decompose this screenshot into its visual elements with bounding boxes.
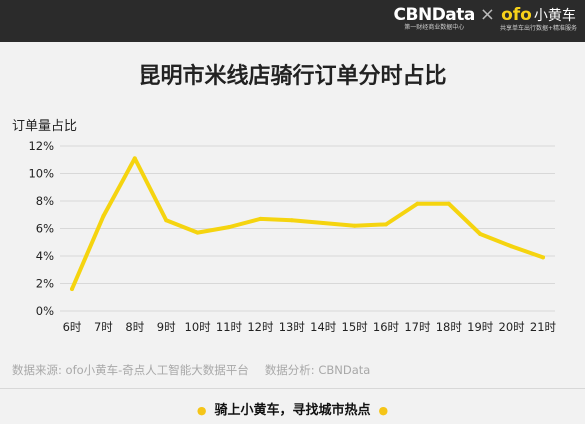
data-point [509,244,514,249]
x-tick-label: 11时 [216,320,243,334]
x-tick-label: 18时 [436,320,463,334]
ofo-logo-text: ofo 小黄车 [501,5,576,25]
data-point [227,225,231,230]
x-tick-label: 13时 [279,320,306,334]
x-tick-label: 16时 [373,320,400,334]
x-tick-label: 20时 [499,320,526,334]
x-tick-label: 12时 [247,320,274,334]
slogan-text: 骑上小黄车，寻找城市热点 [214,403,371,418]
y-tick-label: 0% [36,304,54,318]
x-tick-label: 8时 [125,320,144,334]
x-tick-label: 10时 [185,320,212,334]
y-tick-label: 8% [36,194,54,208]
data-point [132,156,137,161]
data-point [352,223,357,228]
y-tick-label: 4% [36,249,54,263]
data-point [321,221,326,225]
data-point [70,287,74,291]
bullet-dot-icon: ● [378,404,389,417]
header-bar: CBNData 第一财经商业数据中心 × ofo 小黄车 共享单车出行数据+精准服… [0,0,585,42]
x-tick-label: 17时 [404,320,431,334]
y-tick-label: 10% [28,167,54,181]
data-point [415,201,420,206]
data-point [541,255,545,260]
data-point [258,216,263,221]
footer-divider [0,388,585,389]
chart-title: 昆明市米线店骑行订单分时占比 [138,64,447,89]
series-line [70,156,545,291]
data-point [195,230,200,235]
data-analysis: 数据分析: CBNData [264,363,371,377]
brand-logos: CBNData 第一财经商业数据中心 × ofo 小黄车 共享单车出行数据+精准服… [394,6,577,36]
y-tick-label: 6% [36,222,54,236]
x-tick-label: 9时 [157,320,176,334]
data-point [446,201,451,206]
x-tick-label: 21时 [530,320,557,334]
data-point [164,218,169,223]
x-tick-label: 15时 [342,320,369,334]
cbndata-logo: CBNData 第一财经商业数据中心 [393,5,476,32]
footer-slogan: ● 骑上小黄车，寻找城市热点 ● [0,399,585,418]
partner-cross-icon: × [479,4,495,25]
ofo-logo-subtitle: 共享单车出行数据+精准服务 [499,25,577,32]
data-point [289,218,294,223]
data-point [478,232,483,236]
data-source: 数据来源: ofo小黄车-奇点人工智能大数据平台 [12,363,249,377]
x-tick-label: 7时 [94,320,113,334]
x-tick-label: 6时 [63,320,82,334]
cbndata-logo-text: CBNData [393,5,476,25]
data-point [101,214,106,219]
source-note: 数据来源: ofo小黄车-奇点人工智能大数据平台 数据分析: CBNData [12,362,370,378]
x-tick-label: 14时 [310,320,337,334]
y-axis-label: 订单量占比 [12,119,78,134]
ofo-logo: ofo 小黄车 共享单车出行数据+精准服务 [500,6,577,33]
x-tick-label: 19时 [467,320,494,334]
y-tick-label: 12% [28,139,54,153]
cbndata-logo-subtitle: 第一财经商业数据中心 [404,24,465,31]
bullet-dot-icon: ● [196,404,207,417]
data-point [384,222,388,227]
y-tick-label: 2% [36,277,54,291]
